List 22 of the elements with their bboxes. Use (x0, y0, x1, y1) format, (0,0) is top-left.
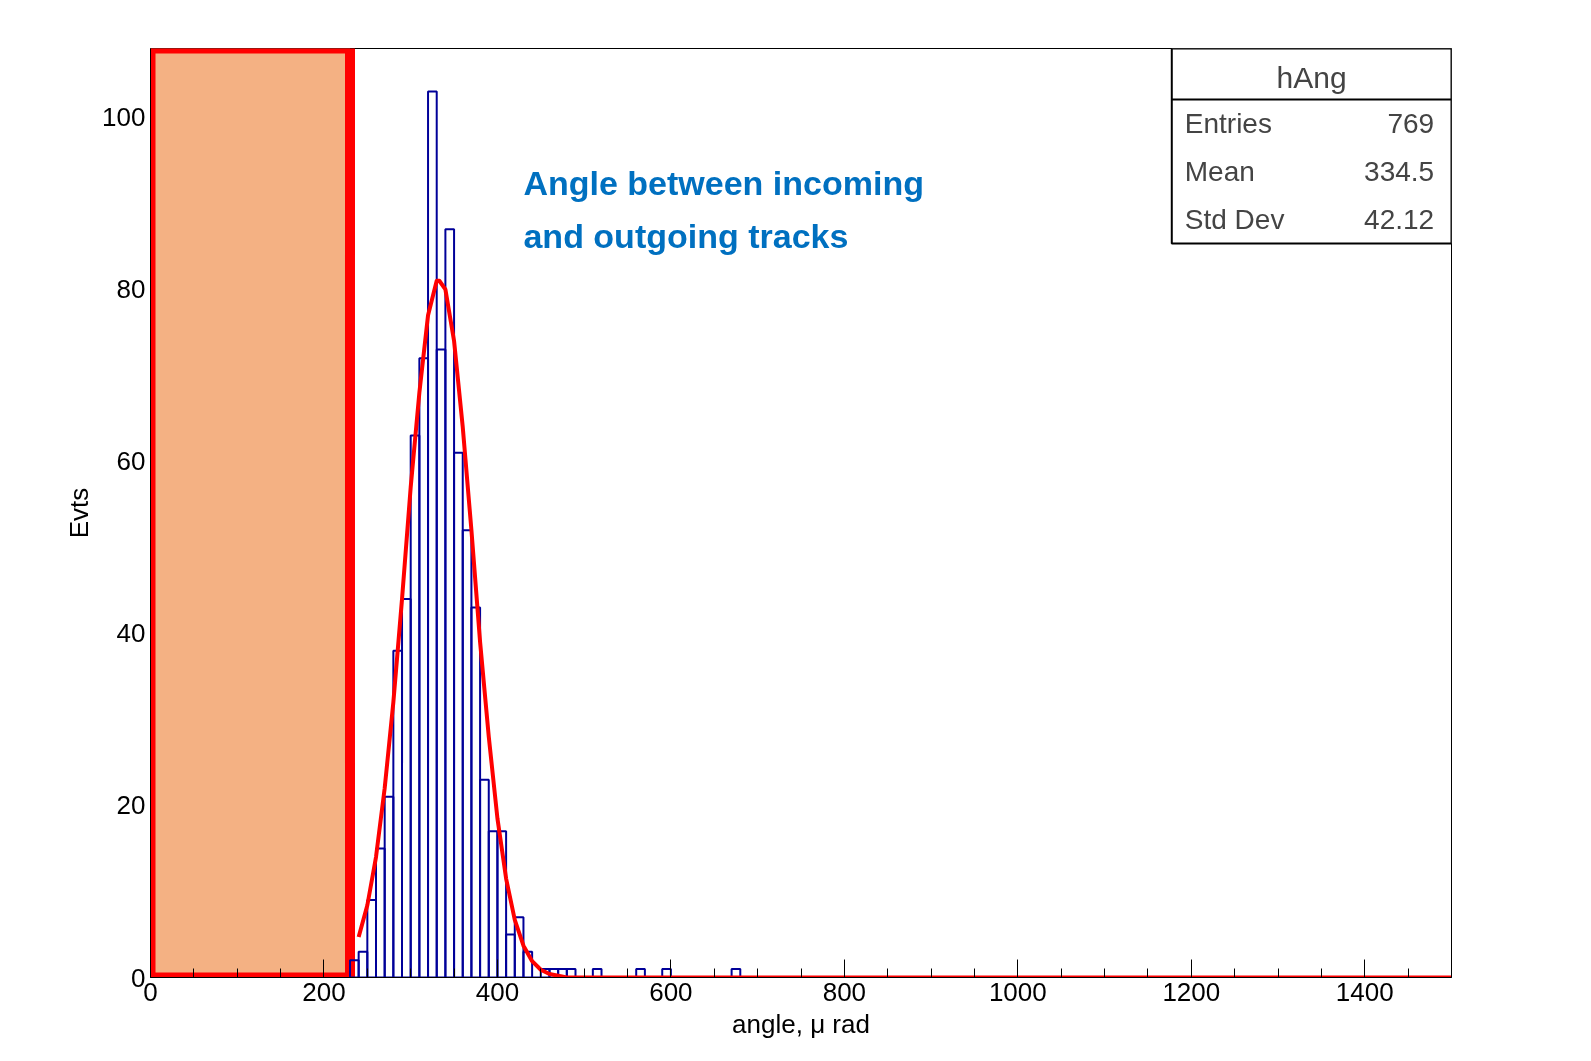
annotation: Std Dev (1184, 204, 1285, 236)
annotation: 769 (1387, 108, 1435, 140)
x-tick-label: 600 (649, 976, 693, 1007)
x-tick-label: 200 (302, 976, 346, 1007)
y-tick-label: 80 (116, 274, 146, 305)
annotation: 334.5 (1364, 156, 1435, 188)
x-axis-title: angle, μ rad (732, 1008, 870, 1039)
x-tick-label: 400 (475, 976, 520, 1007)
annotation: 42.12 (1364, 204, 1435, 236)
x-tick-label: 1200 (1162, 976, 1221, 1007)
annotation: Angle between incoming and outgoing tracks (523, 163, 924, 255)
chart-title: hAng (1276, 60, 1347, 94)
y-tick-label: 20 (116, 790, 146, 821)
annotation: Mean (1184, 156, 1255, 188)
x-tick-label: 1000 (988, 976, 1047, 1007)
annotation: Entries (1184, 108, 1272, 140)
y-tick-label: 100 (102, 102, 146, 133)
y-tick-label: 60 (116, 446, 146, 477)
y-tick-label: 40 (116, 618, 146, 649)
x-tick-label: 800 (822, 976, 867, 1007)
x-tick-label: 1400 (1335, 976, 1394, 1007)
y-axis-title: Evts (64, 487, 95, 539)
